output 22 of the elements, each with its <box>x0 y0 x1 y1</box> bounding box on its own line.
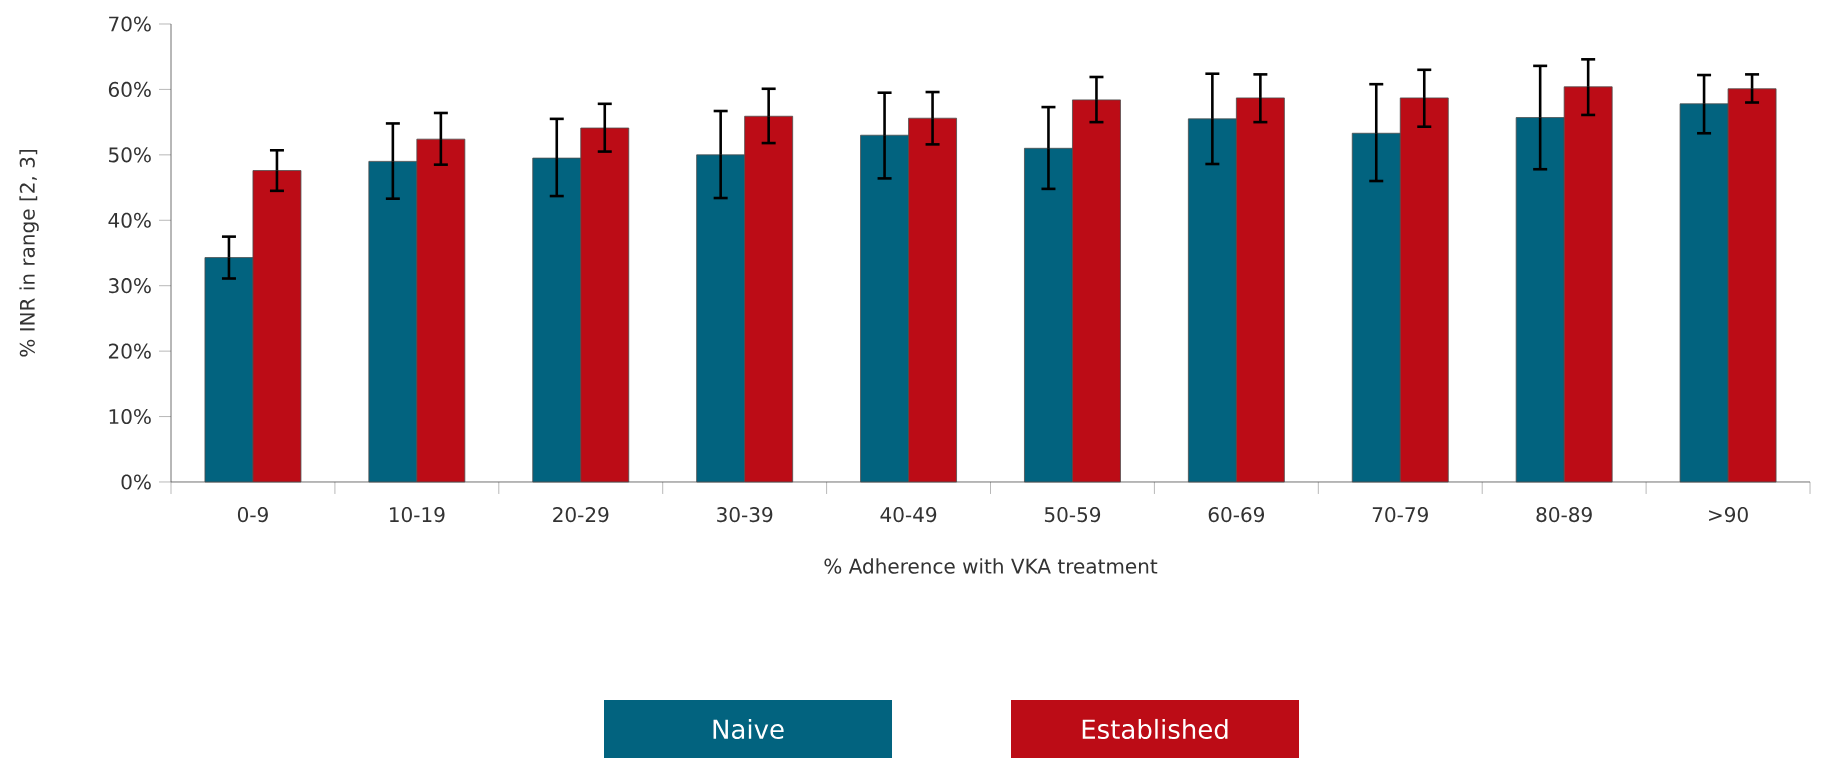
text: Established <box>1082 718 1228 740</box>
x-tick-label: >90 <box>1709 507 1748 523</box>
y-tick-label: 20% <box>108 343 151 359</box>
y-tick-label: 40% <box>108 212 151 228</box>
x-axis-title: % Adherence with VKA treatment <box>824 558 1158 574</box>
y-tick-label: 30% <box>109 278 151 294</box>
x-tick-label: 10-19 <box>389 507 445 523</box>
x-tick-label: 0-9 <box>237 507 268 523</box>
y-tick-label: 70% <box>109 16 151 32</box>
x-tick-label: 60-69 <box>1208 507 1265 523</box>
y-tick-label: 10% <box>109 408 151 425</box>
text: Naive <box>713 718 784 740</box>
x-tick-label: 30-39 <box>717 507 773 523</box>
y-tick-label: 60% <box>108 81 151 97</box>
y-tick-label: 0% <box>121 474 151 490</box>
y-axis-title: % INR in range [2, 3] <box>19 150 39 357</box>
x-tick-label: 50-59 <box>1044 507 1101 523</box>
x-tick-label: 70-79 <box>1372 507 1428 523</box>
x-tick-label: 40-49 <box>880 507 937 523</box>
y-tick-label: 50% <box>109 147 151 163</box>
x-tick-label: 20-29 <box>553 507 609 523</box>
x-tick-label: 80-89 <box>1536 507 1592 523</box>
